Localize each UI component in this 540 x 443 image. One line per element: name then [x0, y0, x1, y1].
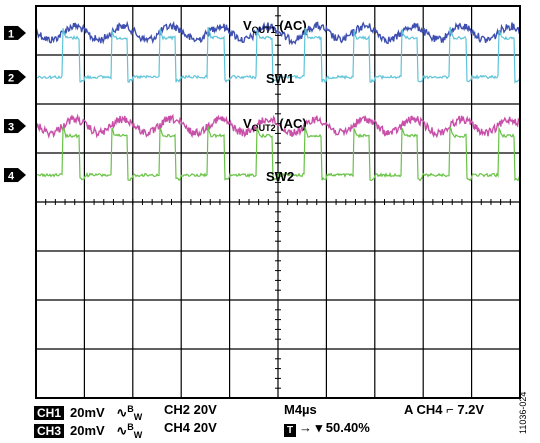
channel-marker-arrow-3: [18, 119, 26, 134]
trigger-marker-icon: T: [284, 424, 296, 437]
channel-marker-1: [4, 25, 18, 40]
channel-badge-ch3: CH3: [34, 424, 65, 438]
channel-marker-3: [4, 119, 18, 134]
channel-marker-4: [4, 168, 18, 183]
channel-marker-arrow-2: [18, 70, 26, 85]
trace-ch4: [35, 124, 521, 182]
trigger-position: T → ▾ 50.40%: [284, 420, 370, 437]
status-row-1: CH1 20mV ∿BW CH2 20V M4µs A CH4 ⌐ 7.2V: [34, 402, 484, 425]
channel-marker-label-2: 2: [8, 73, 14, 85]
trace-ch2: [35, 26, 521, 85]
channel-label-3: VOUT2 (AC): [243, 116, 307, 133]
figure-id: 11036-024: [518, 391, 528, 434]
trace-ch1: [35, 20, 520, 46]
bandwidth-limit-icon: ∿BW: [116, 404, 143, 422]
status-row-2: CH3 20mV ∿BW CH4 20V T → ▾ 50.40%: [34, 420, 370, 443]
channel-marker-label-4: 4: [8, 171, 15, 183]
bandwidth-limit-icon: ∿BW: [116, 422, 143, 440]
channel-marker-label-3: 3: [8, 122, 14, 134]
trace-ch3: [35, 113, 520, 139]
channel-label-1: VOUT1 (AC): [243, 18, 307, 35]
channel-badge-ch1: CH1: [34, 406, 65, 420]
ch2-volts-per-div: CH2 20V: [164, 402, 217, 417]
channel-marker-arrow-1: [18, 25, 26, 40]
timebase: M4µs: [284, 402, 317, 417]
channel-marker-arrow-4: [18, 168, 26, 183]
ch1-volts-per-div: 20mV: [70, 405, 105, 420]
ch4-volts-per-div: CH4 20V: [164, 420, 217, 435]
channel-marker-2: [4, 70, 18, 85]
channel-label-4: SW2: [266, 169, 294, 184]
trigger-setting: A CH4 ⌐ 7.2V: [404, 402, 485, 417]
channel-marker-label-1: 1: [8, 28, 14, 40]
channel-label-2: SW1: [266, 71, 294, 86]
ch3-volts-per-div: 20mV: [70, 423, 105, 438]
graticule-frame: [35, 5, 521, 399]
